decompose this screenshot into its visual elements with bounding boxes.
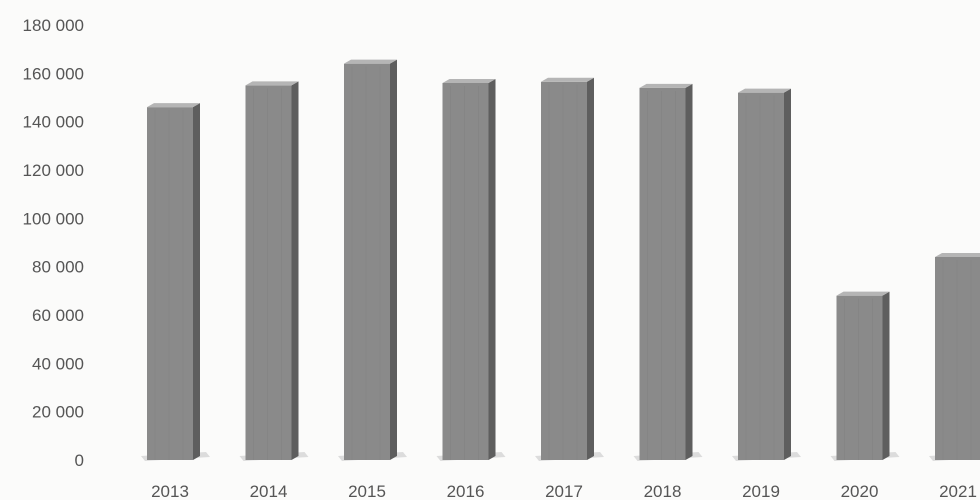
bar-side-face <box>291 81 299 461</box>
x-tick-label: 2019 <box>742 482 780 500</box>
bar-top-face <box>147 103 200 108</box>
bar <box>830 291 900 461</box>
bar-front-face <box>639 87 686 460</box>
bar-side-face <box>587 77 594 461</box>
bar-front-face <box>935 257 980 460</box>
x-tick-label: 2014 <box>250 482 288 500</box>
bar-top-face <box>442 79 496 83</box>
x-tick-label: 2015 <box>348 482 386 500</box>
bar-top-face <box>935 253 980 257</box>
bar <box>239 81 309 461</box>
bar-side-face <box>685 83 693 460</box>
bar <box>436 79 506 461</box>
y-tick-label: 60 000 <box>32 306 84 325</box>
y-tick-label: 80 000 <box>32 258 84 277</box>
bar-front-face <box>541 81 587 461</box>
y-tick-label: 0 <box>75 451 84 470</box>
y-tick-label: 160 000 <box>23 64 84 83</box>
bar <box>535 77 604 461</box>
y-tick-label: 40 000 <box>32 354 84 373</box>
bar-top-face <box>738 88 791 93</box>
bar <box>338 59 407 461</box>
x-tick-label: 2021 <box>939 482 977 500</box>
bar-front-face <box>344 63 390 461</box>
bar-side-face <box>784 88 791 461</box>
bar-top-face <box>245 81 299 86</box>
bar-side-face <box>390 59 397 461</box>
x-tick-label: 2013 <box>151 482 189 500</box>
bar-front-face <box>147 107 193 461</box>
x-tick-label: 2020 <box>841 482 879 500</box>
bar-side-face <box>193 103 200 461</box>
bar-side-face <box>488 79 496 460</box>
x-tick-label: 2016 <box>447 482 485 500</box>
bar-top-face <box>541 77 594 82</box>
bar-front-face <box>245 85 292 461</box>
y-tick-label: 100 000 <box>23 209 84 228</box>
bar <box>633 83 703 461</box>
bar-top-face <box>639 83 693 88</box>
y-tick-label: 180 000 <box>23 16 84 35</box>
y-axis: 0 20 000 40 000 60 000 80 000 100 000 120 000 1… <box>23 16 84 470</box>
x-axis: 2013 2014 2015 2016 2017 2018 2019 2020 2021 <box>151 482 977 500</box>
bar-top-face <box>344 59 397 64</box>
y-tick-label: 120 000 <box>23 161 84 180</box>
bar-series <box>141 59 980 461</box>
bar-top-face <box>836 291 890 296</box>
x-tick-label: 2017 <box>545 482 583 500</box>
bar <box>141 103 210 461</box>
bar-front-face <box>836 295 883 460</box>
y-tick-label: 20 000 <box>32 403 84 422</box>
y-tick-label: 140 000 <box>23 113 84 132</box>
x-tick-label: 2018 <box>644 482 682 500</box>
bar <box>929 253 980 461</box>
bar-front-face <box>738 92 784 461</box>
bar-front-face <box>442 83 489 460</box>
bar <box>732 88 801 461</box>
bar-side-face <box>882 291 890 460</box>
